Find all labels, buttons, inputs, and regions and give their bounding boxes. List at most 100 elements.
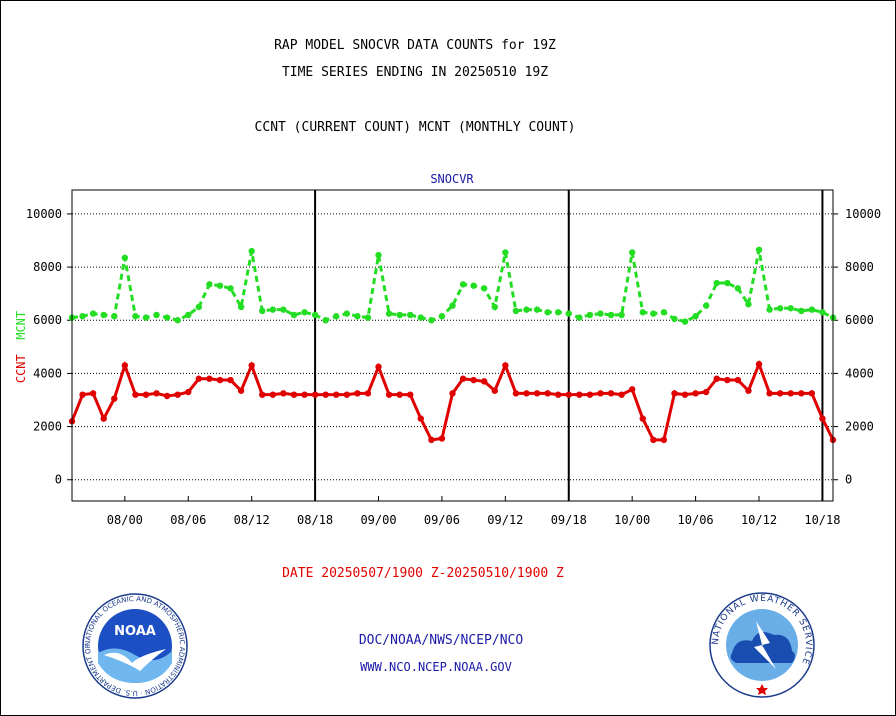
data-point-mcnt (650, 310, 657, 317)
data-point-mcnt (259, 307, 266, 315)
data-point-mcnt (174, 317, 181, 324)
data-point-mcnt (206, 281, 213, 288)
data-point-mcnt (755, 246, 763, 254)
y-tick-label-left: 0 (55, 473, 62, 487)
data-point-mcnt (702, 302, 710, 309)
data-point-ccnt (459, 375, 467, 382)
data-point-mcnt (576, 314, 583, 321)
data-point-ccnt (269, 391, 277, 398)
y-label-mcnt: MCNT (14, 310, 28, 340)
data-point-ccnt (343, 391, 351, 398)
x-tick-label: 08/06 (170, 513, 206, 527)
data-point-ccnt (681, 391, 689, 398)
data-point-ccnt (195, 375, 203, 382)
data-point-mcnt (121, 254, 129, 261)
data-point-ccnt (470, 376, 477, 384)
data-point-ccnt (111, 395, 118, 402)
y-tick-label-right: 0 (845, 473, 852, 487)
plot-area-border (71, 189, 834, 502)
data-point-ccnt (660, 436, 668, 444)
x-tick-label: 09/12 (487, 513, 523, 527)
data-point-ccnt (533, 390, 541, 397)
x-tick-label: 10/12 (741, 513, 777, 527)
data-point-mcnt (776, 305, 784, 312)
data-point-mcnt (364, 314, 372, 321)
data-point-mcnt (216, 282, 224, 289)
data-point-ccnt (745, 387, 752, 394)
data-point-mcnt (142, 314, 150, 321)
data-point-ccnt (523, 390, 530, 397)
data-point-ccnt (502, 362, 509, 369)
y-tick-label-right: 10000 (845, 207, 881, 221)
data-point-mcnt (554, 309, 562, 316)
data-point-ccnt (364, 390, 372, 397)
data-point-mcnt (322, 317, 329, 324)
series-line-ccnt (70, 359, 835, 442)
data-point-mcnt (745, 301, 752, 308)
data-point-mcnt (491, 303, 498, 311)
data-point-ccnt (650, 436, 657, 444)
data-point-ccnt (385, 391, 393, 398)
data-point-ccnt (808, 390, 816, 397)
nws-logo: NATIONAL WEATHER SERVICE (709, 592, 815, 698)
data-point-mcnt (533, 306, 541, 313)
data-point-mcnt (459, 281, 467, 288)
data-point-mcnt (132, 313, 139, 320)
data-point-ccnt (417, 415, 424, 422)
data-point-mcnt (481, 285, 488, 292)
y-label-ccnt: CCNT (14, 354, 28, 384)
data-point-mcnt (798, 307, 805, 315)
data-point-mcnt (343, 310, 351, 317)
data-point-ccnt (100, 415, 107, 422)
data-point-ccnt (713, 375, 720, 382)
data-point-mcnt (89, 310, 97, 317)
chart-title-line1: RAP MODEL SNOCVR DATA COUNTS for 19Z (274, 38, 556, 53)
data-point-ccnt (628, 386, 636, 393)
data-point-ccnt (206, 375, 213, 382)
data-point-ccnt (639, 415, 646, 422)
data-point-mcnt (153, 311, 160, 319)
data-point-ccnt (724, 376, 731, 384)
data-point-ccnt (301, 391, 308, 398)
data-point-ccnt (375, 363, 382, 370)
data-point-ccnt (354, 390, 361, 397)
data-point-ccnt (481, 378, 488, 385)
panel-title: SNOCVR (430, 172, 474, 186)
data-point-ccnt (565, 391, 572, 398)
y-tick-label-right: 8000 (845, 260, 874, 274)
data-point-mcnt (724, 279, 731, 287)
data-point-ccnt (185, 388, 192, 396)
data-point-mcnt (79, 313, 86, 320)
data-point-mcnt (163, 314, 171, 321)
data-point-mcnt (470, 282, 477, 289)
x-tick-label: 08/00 (107, 513, 143, 527)
data-point-mcnt (628, 249, 636, 256)
data-point-ccnt (438, 435, 446, 442)
data-point-ccnt (428, 436, 435, 444)
data-point-ccnt (671, 390, 678, 397)
data-point-ccnt (819, 415, 826, 422)
data-point-ccnt (544, 390, 551, 397)
data-point-mcnt (544, 309, 551, 316)
data-point-mcnt (428, 317, 435, 324)
data-point-mcnt (396, 311, 403, 319)
data-point-mcnt (692, 313, 699, 320)
credit-url: WWW.NCO.NCEP.NOAA.GOV (360, 660, 512, 674)
chart-title-line2: TIME SERIES ENDING IN 20250510 19Z (281, 65, 549, 80)
nws-star-icon (756, 684, 768, 695)
data-point-ccnt (491, 387, 498, 394)
data-point-mcnt (512, 307, 520, 315)
x-tick-label: 09/18 (551, 513, 587, 527)
y-tick-label-right: 4000 (845, 366, 874, 380)
data-point-mcnt (565, 310, 572, 317)
data-point-mcnt (290, 311, 298, 319)
data-point-mcnt (185, 311, 192, 319)
data-point-mcnt (407, 311, 414, 319)
noaa-logo: NATIONAL OCEANIC AND ATMOSPHERIC ADMINIS… (80, 593, 188, 699)
data-point-ccnt (554, 391, 562, 398)
data-point-ccnt (787, 390, 794, 397)
data-point-mcnt (100, 311, 107, 319)
y-tick-label-left: 6000 (33, 313, 62, 327)
x-tick-label: 10/06 (678, 513, 714, 527)
credit-line1: DOC/NOAA/NWS/NCEP/NCO (358, 633, 524, 648)
